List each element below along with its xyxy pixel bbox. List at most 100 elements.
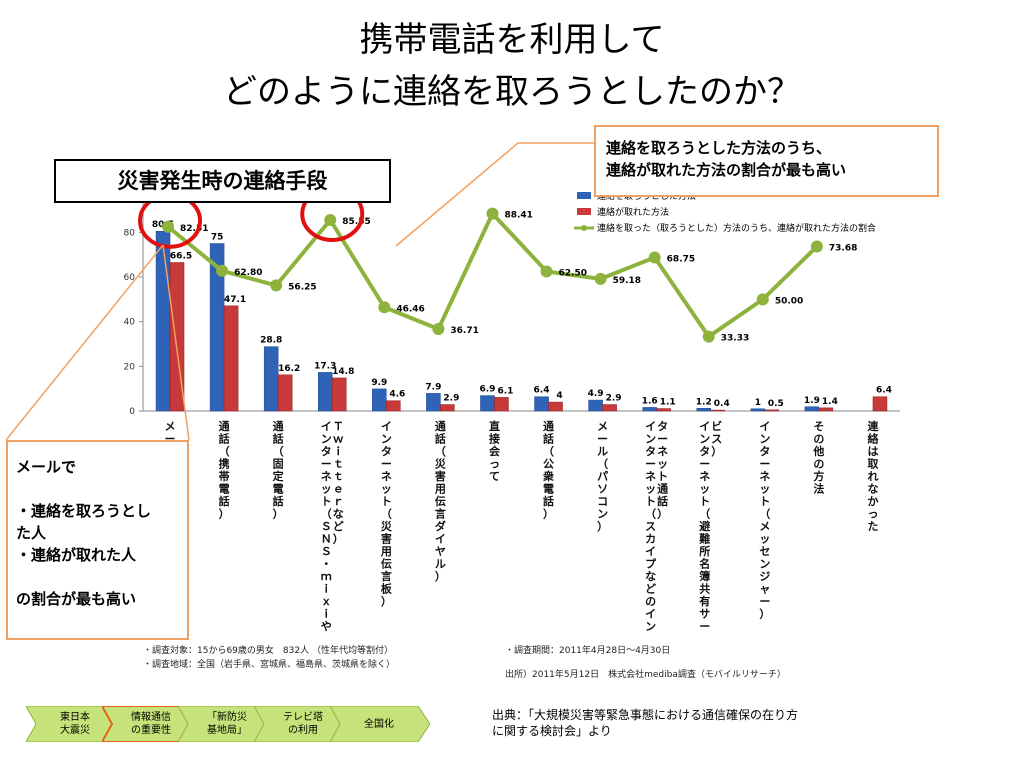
y-tick-label: 20 [124,362,136,372]
nav-step-base-station[interactable]: 「新防災 基地局」 [178,706,278,742]
callout-left-line2 [16,478,187,500]
bar-connected [223,305,239,412]
callout-left-line3: ・連絡を取ろうとし [16,502,152,520]
line-point-label: 46.46 [396,304,424,314]
bar-connected [332,377,347,412]
bar-connected-label: 66.5 [170,252,192,262]
y-tick-label: 60 [124,273,136,283]
line-point-label: 62.80 [234,268,262,278]
bar-connected [494,397,509,412]
line-point-label: 36.71 [450,326,478,336]
line-point-label: 59.18 [613,276,641,286]
legend-swatch-attempted [577,192,591,199]
bar-connected [277,374,293,412]
bar-attempted [804,406,820,412]
callout-top-line1: 連絡を取ろうとした方法のうち、 [606,139,832,157]
line-point-label: 62.50 [559,268,587,278]
category-label: インターネット（避難所名簿共有サービス） [699,419,722,633]
line-point-label: 50.00 [775,296,803,306]
category-label: 直接会って [489,419,501,483]
bar-attempted-label: 6.4 [534,386,550,396]
nav-label-3b: 基地局」 [207,725,247,736]
bar-attempted-label: 17.3 [314,361,336,371]
bar-attempted [588,399,603,412]
line-point-label: 88.41 [504,211,532,221]
y-tick-label: 80 [124,228,136,238]
callout-left-line5: ・連絡が取れた人 [16,546,137,564]
nav-label-1a: 東日本 [60,712,90,723]
callout-left-line7: の割合が最も高い [16,590,137,608]
bar-attempted [750,408,766,412]
category-label: インターネット（災害用伝言板） [380,420,393,608]
slide-title-line1: 携帯電話を利用して [359,20,665,60]
bar-attempted [263,346,279,412]
category-label: 通話（固定電話） [273,420,284,521]
line-point-label: 56.25 [288,282,316,292]
line-point [432,323,445,336]
bar-connected-label: 6.4 [876,386,892,396]
callout-top: 連絡を取ろうとした方法のうち、 連絡が取れた方法の割合が最も高い [594,125,939,197]
bar-attempted-label: 1.6 [642,396,658,406]
callout-top-connector [395,142,594,247]
nav-label-5a: 全国化 [364,718,394,730]
category-label: その他の方法 [812,420,824,496]
line-point [594,272,607,285]
nav-label-1b: 大震災 [60,725,90,736]
callout-left-line6 [16,566,187,588]
bar-attempted [155,230,171,412]
bar-attempted [372,388,387,412]
bar-attempted-label: 1.9 [804,396,820,406]
bar-connected-label: 16.2 [278,364,300,374]
bar-attempted-label: 28.8 [260,336,282,346]
bar-attempted [534,396,549,412]
line-point [540,265,553,278]
bar-connected [656,408,671,412]
footnote-target: ・調査対象：15から69歳の男女 832人 （性年代均等割付） [143,646,393,656]
footnote-area: ・調査地域：全国（岩手県、宮城県、福島県、茨城県を除く） [143,660,396,670]
callout-left-line1: メールで [16,458,77,476]
callout-left-connector-2 [5,244,164,441]
category-label: インターネット（メッセンジャー） [759,420,770,621]
line-point-label: 68.75 [667,254,695,264]
nav-step-nationwide[interactable]: 全国化 [330,706,430,742]
bar-attempted [642,407,657,412]
line-point-label: 85.55 [342,217,370,227]
bar-connected-label: 1.4 [822,397,838,407]
source-line1: 出典：「大規模災害等緊急事態における通信確保の在り方 [492,708,799,722]
bar-attempted-label: 4.9 [588,389,604,399]
category-label: メール（パソコン） [597,420,608,533]
category-label: インターネット（スカイプなどのインターネット通話） [645,420,668,633]
line-point [216,264,229,277]
legend-swatch-connected [577,208,591,215]
bar-connected-label: 0.5 [768,399,784,409]
nav-step-importance[interactable]: 情報通信 の重要性 [102,706,202,742]
legend-label-rate: 連絡を取った（取ろうとした）方法のうち、連絡が取れた方法の割合 [597,222,876,234]
bar-connected [440,404,455,412]
nav-label-4a: テレビ塔 [283,712,323,723]
bar-attempted-label: 7.9 [425,382,441,392]
bar-connected-label: 4 [556,391,562,401]
line-point [486,207,499,220]
footnote-publisher: 出所）2011年5月12日 株式会社mediba調査（モバイルリサーチ） [505,670,786,680]
bar-attempted [480,395,495,412]
source-line2: に関する検討会」より [492,724,612,738]
y-tick-label: 0 [129,407,135,417]
bar-connected-label: 2.9 [443,394,459,404]
bar-attempted-label: 6.9 [479,385,495,395]
nav-label-2b: の重要性 [131,725,171,736]
bar-attempted [696,408,711,412]
line-point [324,213,337,226]
category-label: 連絡は取れなかった [867,419,879,533]
callout-left-connector [162,244,190,441]
bar-connected [602,404,617,412]
nav-step-earthquake[interactable]: 東日本 大震災 [26,706,126,742]
nav-step-tv-tower[interactable]: テレビ塔 の利用 [254,706,354,742]
bar-connected [710,409,725,412]
line-point [162,220,175,233]
bar-connected-label: 2.9 [606,394,622,404]
line-point [648,251,661,264]
line-point-label: 33.33 [721,334,749,344]
bar-attempted-label: 1 [755,398,761,408]
bar-connected-label: 47.1 [224,295,246,305]
